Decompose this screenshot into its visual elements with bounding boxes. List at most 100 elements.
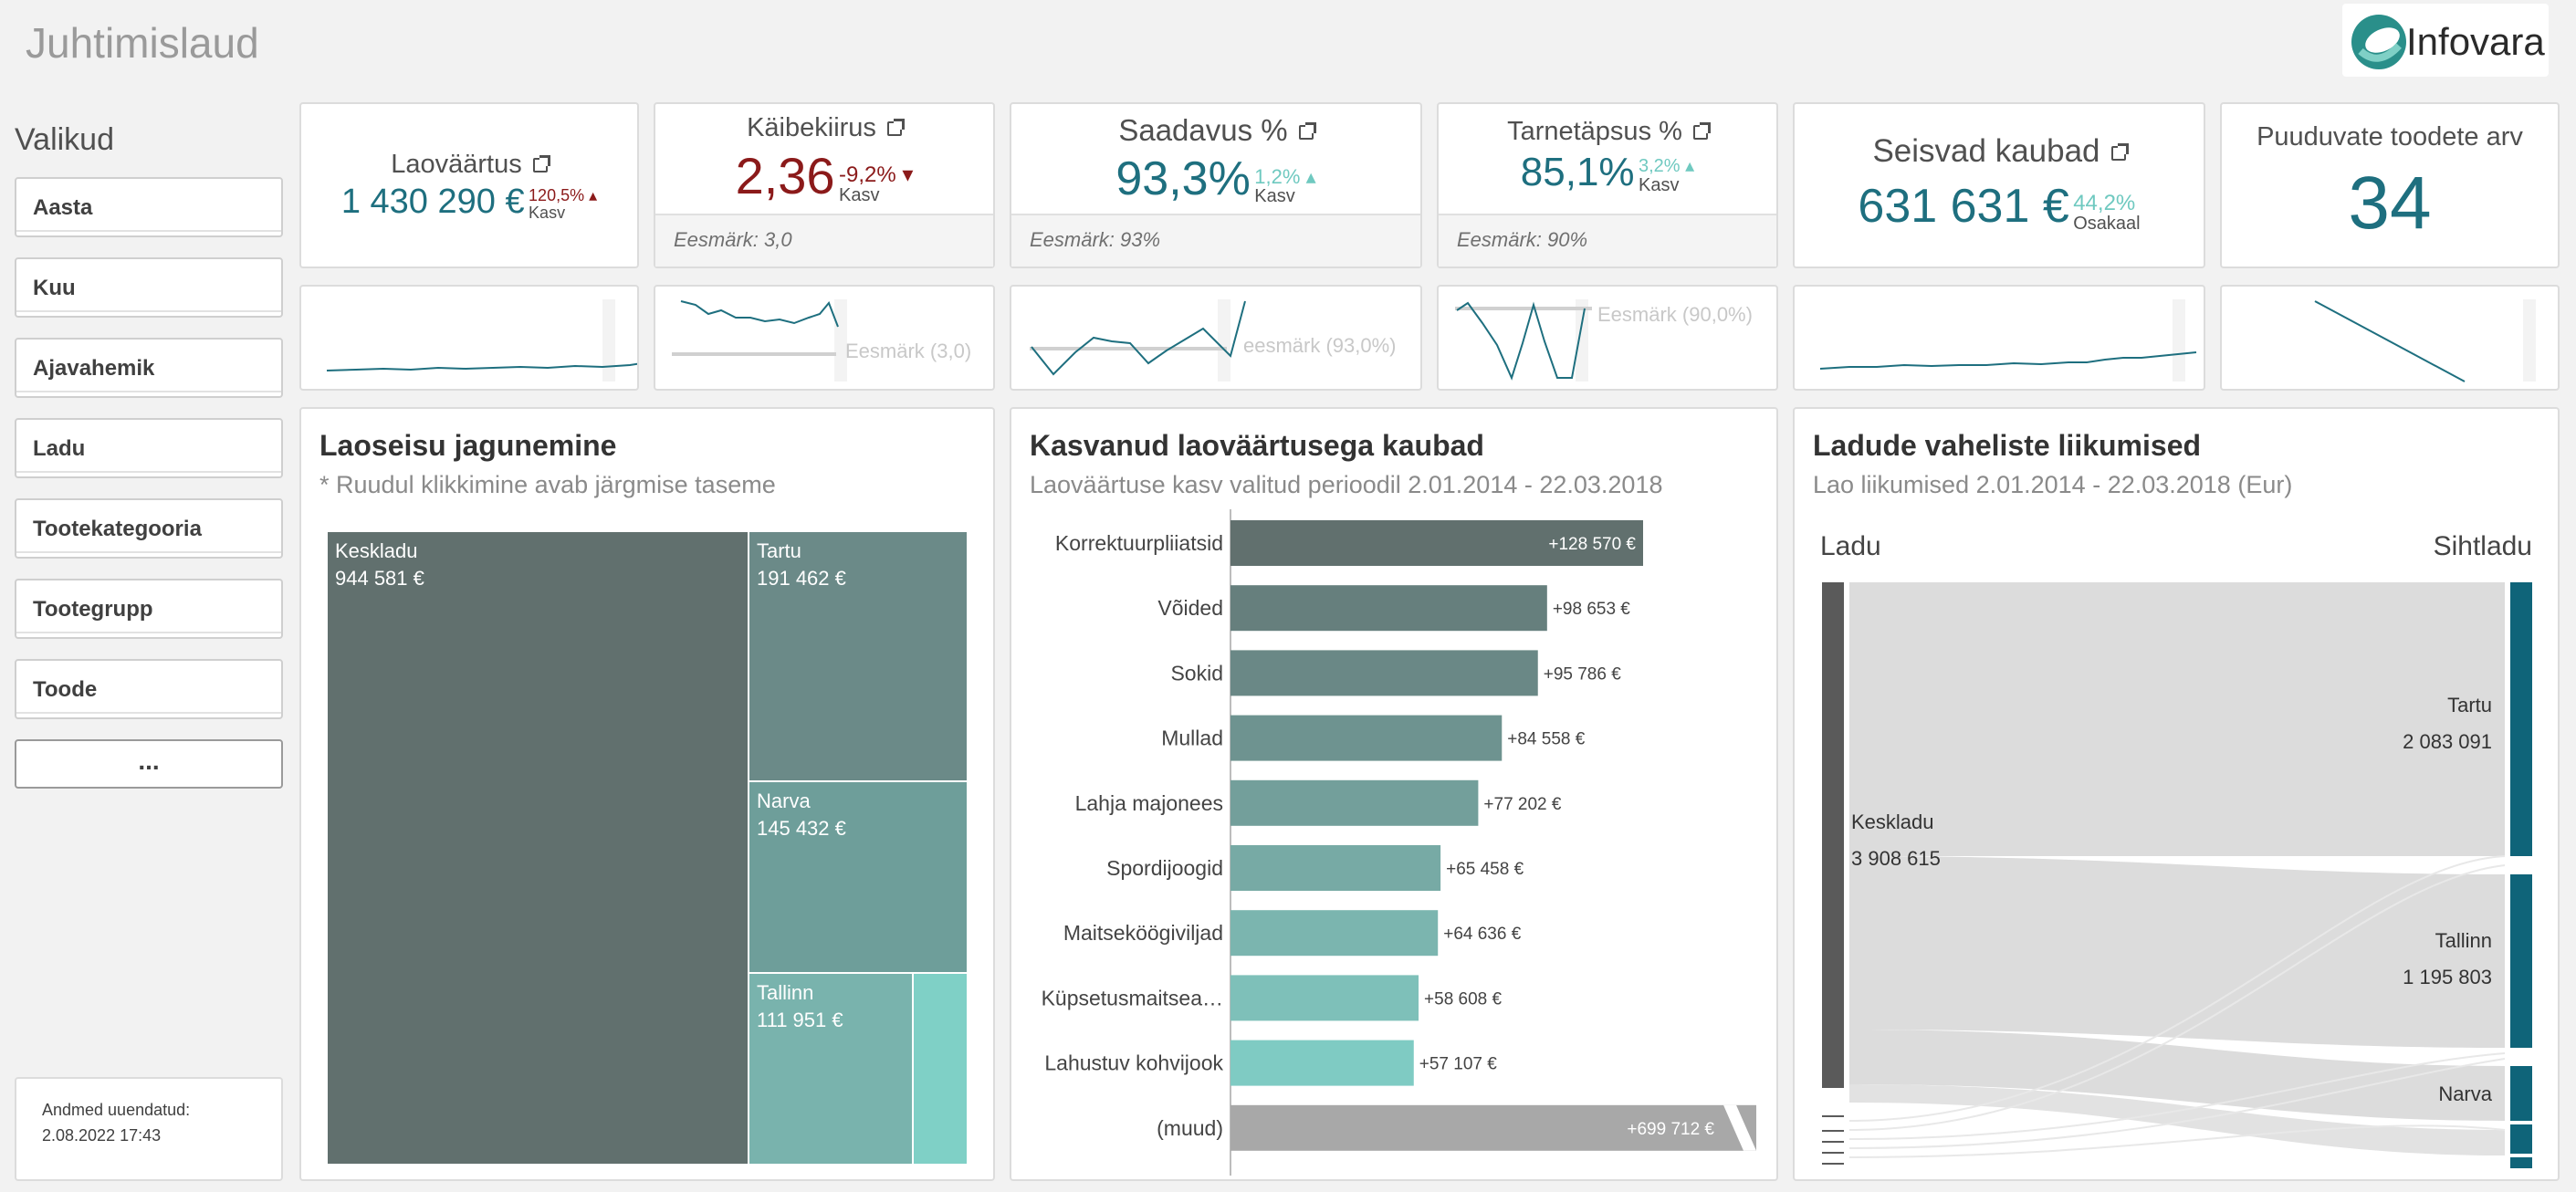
treemap-cell-keskladu[interactable]: Keskladu 944 581 € [327,531,749,1165]
kpi-delta: 3,2% ▴ [1639,156,1695,176]
bar-2[interactable] [1230,650,1538,696]
bar-value-label: +98 653 € [1553,600,1630,619]
filter-ajavahemik[interactable]: Ajavahemik [15,338,283,398]
section-subtitle: Lao liikumised 2.01.2014 - 22.03.2018 (E… [1813,471,2293,498]
bar-value-label: +64 636 € [1443,925,1521,944]
sankey-source-value: 3 908 615 [1851,847,1941,870]
treemap-cell-tallinn[interactable]: Tallinn 111 951 € [749,973,913,1165]
kpi-card-saadavus[interactable]: Saadavus % 93,3% 1,2% ▴ Kasv Eesmärk: 93% [1010,102,1422,268]
sankey-target-value: 1 195 803 [2403,966,2492,988]
kpi-label: Laoväärtus [391,150,522,179]
kpi-value: 34 [2348,162,2432,245]
filter-kuu[interactable]: Kuu [15,257,283,318]
bar-3[interactable] [1230,715,1503,761]
sparkline-goal-label: Eesmärk (3,0) [845,340,971,362]
data-updated-box: Andmed uuendatud: 2.08.2022 17:43 [15,1077,283,1181]
kpi-delta: 1,2% ▴ [1254,164,1316,188]
kpi-card-seisvad-kaubad[interactable]: Seisvad kaubad 631 631 € 44,2% Osakaal [1793,102,2205,268]
kpi-label: Seisvad kaubad [1872,133,2100,169]
bar-value-label: +128 570 € [1548,535,1636,554]
page-title: Juhtimislaud [26,19,259,67]
sankey-flow-tallinn [1849,856,2505,1048]
sparkline-seisvad-kaubad[interactable] [1793,285,2205,391]
kpi-card-laovaartus[interactable]: Laoväärtus 1 430 290 € 120,5% ▴ Kasv [299,102,639,268]
cell-value: 191 462 € [757,567,846,590]
sidebar-title: Valikud [15,122,114,157]
sparkline-chart: Eesmärk (90,0%) [1455,299,1753,382]
bar-category-label: Lahja majonees [1075,791,1223,815]
sparkline-saadavus[interactable]: eesmärk (93,0%) [1010,285,1422,391]
sparkline-kaibekiirus[interactable]: Eesmärk (3,0) [654,285,995,391]
kpi-goal: Eesmärk: 3,0 [655,214,993,267]
cell-value: 944 581 € [335,567,424,590]
kpi-value: 1 430 290 € [340,183,525,221]
cell-name: Tartu [757,539,801,562]
sankey-panel: Ladude vaheliste liikumised Lao liikumis… [1793,407,2560,1181]
external-link-icon[interactable] [886,119,905,137]
filter-toode[interactable]: Toode [15,659,283,719]
bar-category-label: Korrektuurpliiatsid [1055,531,1223,555]
bar-category-label: Mullad [1161,727,1223,750]
kpi-delta: 44,2% [2073,190,2136,215]
kpi-card-kaibekiirus[interactable]: Käibekiirus 2,36 -9,2% ▾ Kasv Eesmärk: 3,… [654,102,995,268]
kpi-value: 85,1% [1520,150,1635,194]
bar-category-label: Võided [1157,596,1223,620]
bar-1[interactable] [1230,585,1547,632]
sparkline-tarnetapsus[interactable]: Eesmärk (90,0%) [1437,285,1778,391]
bar-9[interactable] [1230,1104,1756,1151]
external-link-icon[interactable] [1298,122,1316,141]
sparkline-chart: Eesmärk (3,0) [672,299,971,382]
sankey-node-narva [2510,1066,2532,1121]
sparkline-puuduvad[interactable] [2220,285,2560,391]
treemap-cell-other[interactable] [913,973,968,1165]
bar-0[interactable] [1230,520,1643,566]
sankey-flow-narva [1849,1030,2505,1121]
sankey-target-name: Narva [2438,1082,2492,1105]
sankey-target-value: 2 083 091 [2403,730,2492,753]
bar-8[interactable] [1230,1040,1414,1086]
cell-value: 111 951 € [757,1009,843,1031]
kpi-card-puuduvad[interactable]: Puuduvate toodete arv 34 [2220,102,2560,268]
bar-6[interactable] [1230,910,1439,957]
filter-ladu[interactable]: Ladu [15,418,283,478]
bar-value-label: +95 786 € [1544,664,1621,684]
bar-category-label: Küpsetusmaitsea… [1042,986,1223,1009]
treemap-cell-tartu[interactable]: Tartu 191 462 € [749,531,968,781]
more-filters-button[interactable]: ... [15,739,283,789]
sparkline-laovaartus[interactable] [299,285,813,391]
bar-4[interactable] [1230,779,1479,826]
filter-aasta[interactable]: Aasta [15,177,283,237]
external-link-icon[interactable] [2110,142,2129,161]
bar-category-label: Sokid [1170,661,1223,685]
section-subtitle: * Ruudul klikkimine avab järgmise taseme [319,471,776,498]
bar-5[interactable] [1230,845,1441,891]
bar-value-label: +77 202 € [1483,795,1561,814]
sankey-flow-other [1849,1084,2505,1155]
sparkline-chart [326,299,813,382]
kpi-delta-label: Kasv [1254,186,1295,206]
kpi-goal: Eesmärk: 90% [1439,214,1776,267]
sparkline-chart: eesmärk (93,0%) [1030,299,1397,382]
treemap-cell-narva[interactable]: Narva 145 432 € [749,781,968,973]
external-link-icon[interactable] [1692,122,1711,141]
kpi-delta: 120,5% ▴ [529,186,598,205]
cell-name: Narva [757,789,811,812]
bar-category-label: Spordijoogid [1106,856,1223,880]
updated-value: 2.08.2022 17:43 [42,1126,162,1145]
kpi-value: 93,3% [1115,152,1251,205]
infovara-logo: Infovara [2342,4,2549,77]
kpi-value: 2,36 [735,147,835,204]
kpi-label: Puuduvate toodete arv [2257,122,2523,152]
section-subtitle: Laoväärtuse kasv valitud perioodil 2.01.… [1030,471,1663,498]
filter-tootegrupp[interactable]: Tootegrupp [15,579,283,639]
bar-value-label: +699 712 € [1627,1120,1714,1139]
logo-text: Infovara [2406,20,2545,63]
kpi-card-tarnetapsus[interactable]: Tarnetäpsus % 85,1% 3,2% ▴ Kasv Eesmärk: … [1437,102,1778,268]
bar-7[interactable] [1230,975,1419,1021]
sankey-chart: Ladu Sihtladu Keskladu 3 908 615 Tartu 2… [1820,531,2532,1168]
external-link-icon[interactable] [532,155,550,173]
bar-value-label: +57 107 € [1419,1055,1497,1074]
filter-tootekategooria[interactable]: Tootekategooria [15,498,283,559]
cell-value: 145 432 € [757,817,846,840]
sankey-target-name: Tallinn [2435,929,2492,952]
